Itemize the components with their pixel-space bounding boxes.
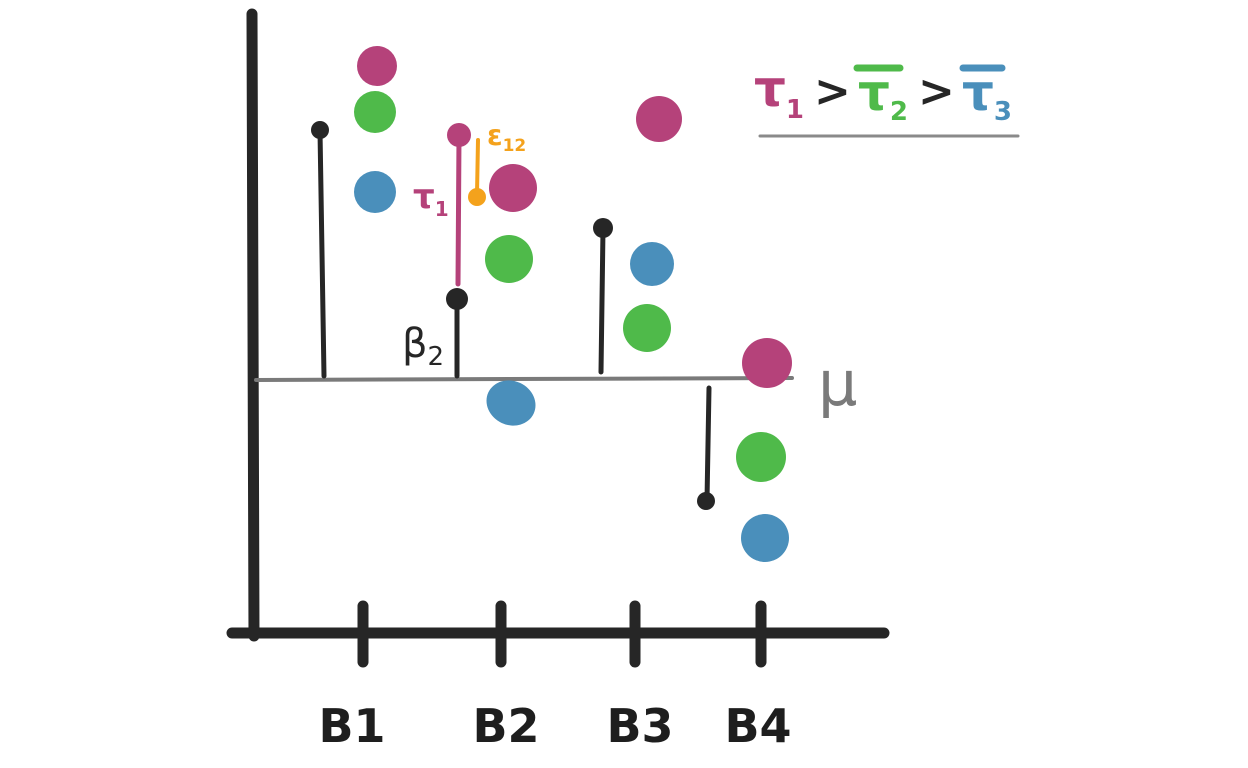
error-label: ε12 [487,119,526,156]
block-effect-b4 [697,385,715,510]
mu-label: μ [818,347,857,420]
block-labels: B1 B2 B3 B4 [318,699,791,753]
x-axis-ticks [357,600,767,668]
obs-b3-t2 [623,304,671,352]
obs-b4-t3 [741,514,789,562]
obs-b2-t3 [486,380,536,426]
tau1-subscript: 1 [435,197,449,221]
block-effect-stem-b4 [704,385,712,503]
legend-tau3-symbol: τ [962,64,994,122]
block-effect-b2 [446,288,468,379]
y-axis [246,8,260,642]
beta-symbol: β [402,321,428,367]
error-symbol: ε [487,119,503,152]
error-point [468,188,486,206]
block-label-b3: B3 [606,699,673,753]
treatment-effect-tau1: τ1 [413,123,471,287]
legend-tau3-subscript: 3 [994,97,1012,127]
block-effect-stem-b3 [598,226,606,375]
obs-b4-t1 [742,338,792,388]
legend-tau2: τ2 [858,64,908,127]
error-subscript: 12 [503,136,527,156]
block-effect-point-b4 [697,492,715,510]
obs-b1-t1 [357,46,397,86]
obs-b4-t2 [736,432,786,482]
obs-b3-t1 [636,96,682,142]
tau1-point [447,123,471,147]
tau1-label: τ1 [413,177,449,221]
tau1-symbol: τ [413,177,435,217]
obs-b2-t1 [489,164,537,212]
block-effects [311,121,715,510]
legend-tau1-subscript: 1 [786,95,804,125]
error-term-e12: ε12 [468,119,526,206]
block-effect-b3 [593,218,613,375]
legend-tau3: τ3 [962,64,1012,127]
treatment-observations [354,46,792,562]
tau1-stem [455,134,462,287]
legend: τ1 > τ2 > τ3 [754,60,1020,138]
mu-baseline [254,376,794,382]
legend-tau1-symbol: τ [754,60,786,118]
obs-b2-t2 [485,235,533,283]
block-effect-b1 [311,121,329,379]
legend-separator-1: > [814,66,851,117]
block-effect-point-b2 [446,288,468,310]
block-effect-point-b1 [311,121,329,139]
obs-b3-t3 [630,242,674,286]
block-effect-stem-b1 [317,128,327,379]
block-label-b1: B1 [318,699,385,753]
legend-tau1: τ1 [754,60,804,125]
beta-subscript: 2 [428,342,445,372]
obs-b1-t2 [354,91,396,133]
beta2-label: β2 [402,321,444,372]
obs-b1-t3 [354,171,396,213]
legend-tau2-subscript: 2 [890,97,908,127]
legend-separator-2: > [918,66,955,117]
block-label-b2: B2 [472,699,539,753]
error-stem [475,138,480,196]
block-effect-point-b3 [593,218,613,238]
block-label-b4: B4 [724,699,791,753]
legend-tau2-symbol: τ [858,64,890,122]
